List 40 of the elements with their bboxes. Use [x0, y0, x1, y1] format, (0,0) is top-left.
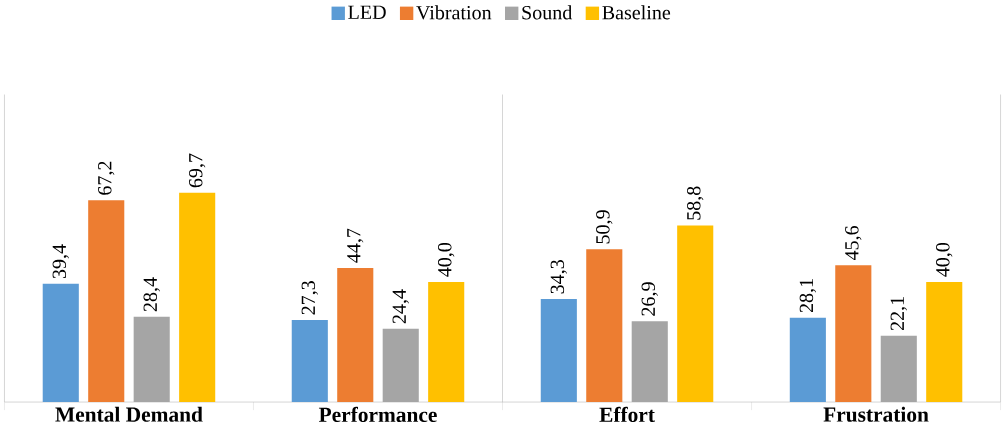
bar — [926, 282, 963, 403]
bar — [179, 193, 216, 403]
x-tick-label: Frustration — [823, 407, 929, 423]
data-label: 44,7 — [347, 228, 364, 264]
data-label: 67,2 — [98, 161, 115, 196]
bar — [133, 317, 170, 403]
data-label: 26,9 — [641, 282, 658, 316]
data-label: 40,0 — [437, 243, 455, 278]
data-label: 27,3 — [301, 281, 318, 315]
x-tick-label: Effort — [599, 407, 655, 423]
data-label: 28,4 — [143, 277, 160, 312]
bar — [42, 284, 79, 403]
bar — [291, 320, 328, 403]
bar — [88, 200, 125, 403]
data-label: 50,9 — [596, 210, 613, 244]
legend-label: Baseline — [602, 5, 671, 20]
data-label: 28,1 — [799, 279, 817, 313]
data-label: 58,8 — [687, 186, 704, 220]
data-label: 45,6 — [845, 226, 862, 261]
bar — [337, 268, 374, 403]
bar — [789, 317, 826, 403]
legend-label: Vibration — [416, 5, 492, 20]
data-label: 34,3 — [550, 260, 567, 294]
bar — [880, 335, 917, 403]
x-tick-label: Mental Demand — [55, 407, 203, 423]
data-label: 69,7 — [189, 153, 206, 188]
bar — [586, 249, 623, 403]
data-label: 24,4 — [392, 289, 409, 324]
bar — [540, 299, 577, 403]
data-label: 40,0 — [936, 243, 953, 278]
bar — [631, 321, 668, 403]
bar — [428, 282, 465, 403]
bar — [835, 265, 872, 403]
bar — [677, 225, 714, 403]
data-label: 22,1 — [890, 297, 907, 331]
data-label: 39,4 — [52, 244, 69, 279]
legend-label: Sound — [522, 5, 573, 20]
bar — [382, 329, 419, 403]
legend-label: LED — [348, 5, 386, 20]
x-tick-label: Performance — [318, 407, 437, 423]
